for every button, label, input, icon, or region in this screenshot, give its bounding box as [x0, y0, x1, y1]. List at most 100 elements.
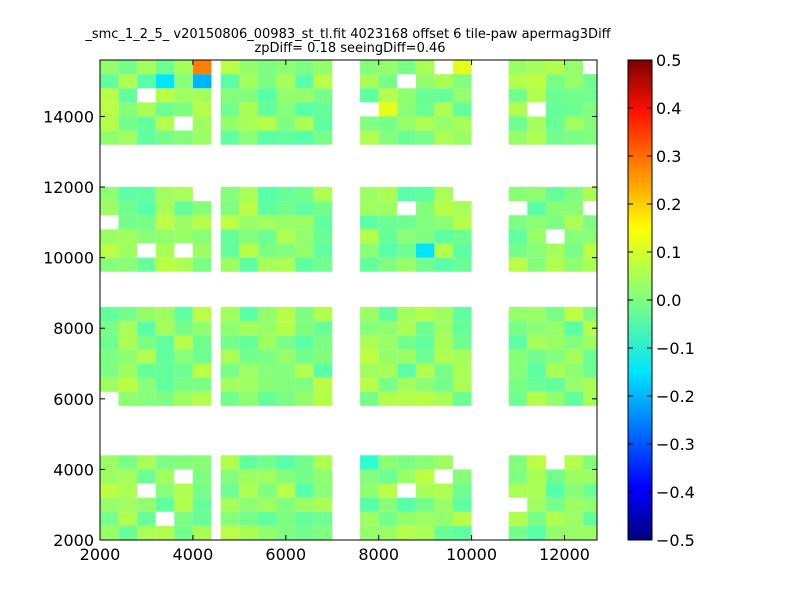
heatmap-cell — [545, 483, 565, 498]
heatmap-cell — [220, 243, 240, 258]
heatmap-cell — [564, 257, 584, 272]
heatmap-cell — [397, 307, 416, 322]
x-tick-label: 6000 — [265, 545, 306, 564]
heatmap-cell — [257, 377, 277, 392]
heatmap-cell — [192, 130, 212, 145]
heatmap-cell — [220, 257, 240, 272]
heatmap-cell — [583, 187, 597, 202]
heatmap-cell — [257, 116, 277, 131]
heatmap-cell — [508, 130, 528, 145]
heatmap-cell — [239, 60, 258, 75]
heatmap-cell — [295, 229, 314, 244]
heatmap-cell — [239, 307, 258, 322]
heatmap-cell — [545, 201, 565, 216]
heatmap-cell — [220, 391, 240, 406]
heatmap-cell — [545, 130, 565, 145]
colorbar-tick-label: 0.5 — [656, 51, 681, 70]
heatmap-cell — [434, 88, 454, 103]
heatmap-cell — [155, 455, 175, 470]
heatmap-cell — [239, 483, 258, 498]
heatmap-cell — [360, 187, 379, 202]
heatmap-cell — [174, 511, 193, 526]
heatmap-cell — [295, 102, 314, 117]
heatmap-cell — [257, 455, 277, 470]
heatmap-cells — [100, 60, 597, 540]
heatmap-cell — [397, 377, 416, 392]
heatmap-cell — [174, 349, 193, 364]
heatmap-cell — [508, 321, 528, 336]
heatmap-cell — [137, 116, 156, 131]
heatmap-cell — [137, 102, 156, 117]
colorbar-tick-label: 0.4 — [656, 99, 681, 118]
heatmap-cell — [397, 102, 416, 117]
heatmap-cell — [415, 215, 435, 230]
heatmap-cell — [545, 469, 565, 484]
heatmap-cell — [313, 257, 333, 272]
heatmap-cell — [118, 116, 138, 131]
heatmap-cell — [453, 391, 472, 406]
heatmap-cell — [174, 60, 193, 75]
heatmap-cell — [220, 74, 240, 89]
heatmap-cell — [313, 335, 333, 350]
heatmap-cell — [239, 497, 258, 512]
heatmap-cell — [257, 201, 277, 216]
heatmap-cell — [192, 60, 212, 75]
heatmap-cell — [137, 187, 156, 202]
heatmap-cell — [276, 377, 296, 392]
heatmap-cell — [508, 391, 528, 406]
heatmap-cell — [415, 307, 435, 322]
heatmap-cell — [378, 349, 398, 364]
heatmap-cell — [415, 363, 435, 378]
heatmap-cell — [100, 102, 119, 117]
heatmap-cell — [360, 257, 379, 272]
heatmap-cell — [257, 60, 277, 75]
x-axis-ticks: 2000 4000 6000 8000 10000 12000 — [80, 60, 590, 564]
heatmap-cell — [239, 215, 258, 230]
heatmap-cell — [239, 187, 258, 202]
x-tick-label: 8000 — [358, 545, 399, 564]
heatmap-cell — [397, 243, 416, 258]
heatmap-cell — [508, 363, 528, 378]
heatmap-cell — [100, 74, 119, 89]
heatmap-cell — [378, 201, 398, 216]
heatmap-cell — [545, 88, 565, 103]
heatmap-cell — [295, 74, 314, 89]
heatmap-cell — [545, 391, 565, 406]
heatmap-cell — [360, 469, 379, 484]
y-tick-label: 8000 — [53, 319, 94, 338]
heatmap-cell — [453, 511, 472, 526]
heatmap-cell — [583, 511, 597, 526]
heatmap-cell — [508, 335, 528, 350]
heatmap-cell — [257, 469, 277, 484]
heatmap-cell — [295, 377, 314, 392]
heatmap-cell — [415, 335, 435, 350]
heatmap-cell — [564, 497, 584, 512]
heatmap-cell — [155, 497, 175, 512]
heatmap-cell — [257, 483, 277, 498]
heatmap-cell — [313, 130, 333, 145]
heatmap-cell — [137, 391, 156, 406]
heatmap-cell — [155, 391, 175, 406]
colorbar-tick-label: 0.1 — [656, 243, 681, 262]
heatmap-cell — [220, 377, 240, 392]
heatmap-cell — [295, 321, 314, 336]
heatmap-cell — [239, 349, 258, 364]
heatmap-cell — [527, 243, 546, 258]
heatmap-cell — [545, 525, 565, 540]
heatmap-cell — [453, 349, 472, 364]
heatmap-cell — [313, 469, 333, 484]
heatmap-cell — [508, 215, 528, 230]
heatmap-cell — [174, 74, 193, 89]
heatmap-cell — [415, 116, 435, 131]
heatmap-cell — [276, 483, 296, 498]
heatmap-cell — [295, 349, 314, 364]
heatmap-cell — [118, 229, 138, 244]
heatmap-cell — [397, 349, 416, 364]
heatmap-cell — [564, 130, 584, 145]
heatmap-cell — [527, 335, 546, 350]
heatmap-cell — [434, 130, 454, 145]
heatmap-cell — [174, 307, 193, 322]
heatmap-cell — [415, 130, 435, 145]
axes-frame — [99, 59, 598, 541]
